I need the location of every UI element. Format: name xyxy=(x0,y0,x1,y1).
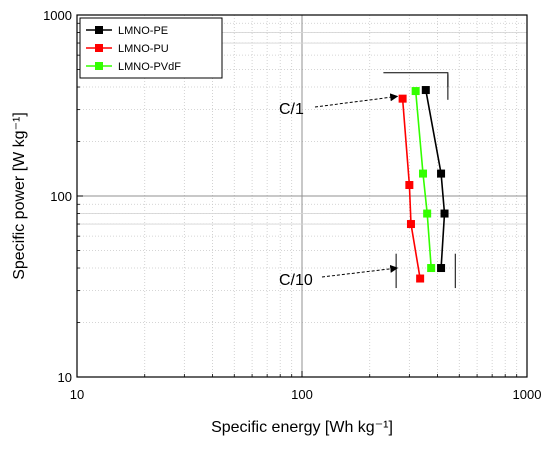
x-tick-label: 100 xyxy=(291,387,313,402)
y-tick-label: 100 xyxy=(50,189,72,204)
y-tick-label: 10 xyxy=(58,370,72,385)
legend: LMNO-PE LMNO-PU LMNO-PVdF xyxy=(79,17,223,79)
x-tick-label: 1000 xyxy=(513,387,542,402)
y-tick-label: 1000 xyxy=(43,8,72,23)
data-point-lmno-pvdf xyxy=(419,169,428,178)
data-point-lmno-pe xyxy=(437,264,446,273)
series-layer xyxy=(398,86,449,283)
data-point-lmno-pu xyxy=(416,274,425,283)
annotation-label: C/10 xyxy=(279,272,313,289)
legend-entry-label: LMNO-PE xyxy=(118,25,168,37)
data-point-lmno-pu xyxy=(405,181,414,190)
annotations: C/1 C/10 xyxy=(279,72,456,289)
data-point-lmno-pe xyxy=(440,209,449,218)
data-point-lmno-pvdf xyxy=(423,209,432,218)
data-point-lmno-pe xyxy=(421,86,430,95)
data-point-lmno-pu xyxy=(406,220,415,229)
annotation-arrow xyxy=(314,93,399,108)
legend-swatch-marker xyxy=(95,44,103,52)
data-point-lmno-pu xyxy=(398,94,407,103)
x-tick-label: 10 xyxy=(70,387,84,402)
x-axis-title: Specific energy [Wh kg⁻¹] xyxy=(211,419,393,436)
annotation-label: C/1 xyxy=(279,101,304,118)
legend-entry-label: LMNO-PU xyxy=(118,43,169,55)
legend-entry-label: LMNO-PVdF xyxy=(118,61,181,73)
annotation-arrow xyxy=(321,264,399,278)
c1-bracket xyxy=(383,72,449,88)
data-point-lmno-pe xyxy=(437,169,446,178)
series-line-lmno-pe xyxy=(425,89,446,269)
data-point-lmno-pvdf xyxy=(411,87,420,96)
data-point-lmno-pvdf xyxy=(427,264,436,273)
axis-ticks: 10 100 1000 10 100 1000 xyxy=(43,8,541,402)
series-line-lmno-pvdf xyxy=(414,91,432,269)
legend-swatch-marker xyxy=(95,26,103,34)
legend-swatch-marker xyxy=(95,62,103,70)
y-axis-title: Specific power [W kg⁻¹] xyxy=(11,112,28,280)
series-line-lmno-pu xyxy=(401,98,421,279)
